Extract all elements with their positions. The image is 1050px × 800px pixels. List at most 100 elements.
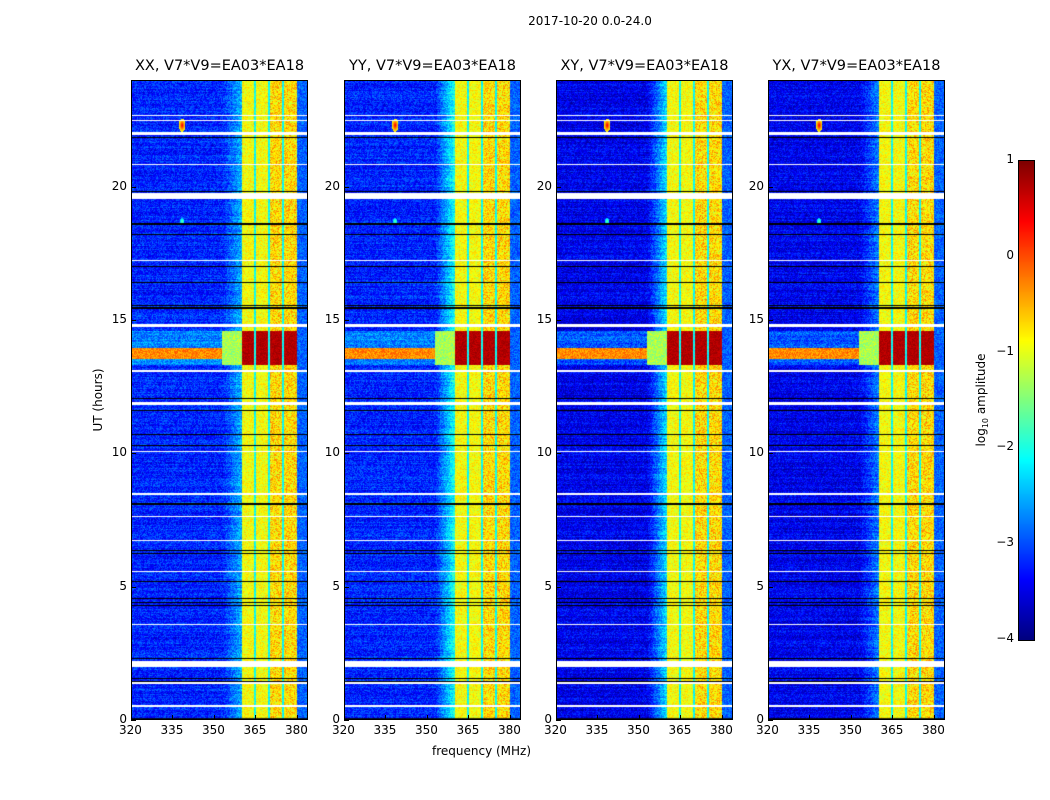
x-tick-mark — [131, 715, 132, 720]
x-tick-label: 380 — [497, 723, 521, 737]
x-tick-mark — [213, 715, 215, 720]
panel-yy: YY, V7*V9=EA03*EA18 320 335 350 365 380 0 5 10 15… — [325, 58, 521, 737]
x-tick-mark — [296, 715, 298, 720]
y-tick-mark — [344, 186, 349, 188]
x-tick-label: 335 — [797, 723, 821, 737]
axes-frame — [131, 80, 308, 720]
panel-yx: YX, V7*V9=EA03*EA18 320 335 350 365 380 0 5 10 15… — [749, 58, 945, 737]
y-tick-label: 5 — [756, 578, 764, 593]
x-tick-label: 350 — [838, 723, 862, 737]
x-tick-label: 380 — [709, 723, 733, 737]
colorbar-tick-label: −1 — [996, 343, 1014, 358]
y-tick-label: 0 — [119, 712, 127, 726]
y-tick-label: 10 — [324, 445, 340, 460]
x-tick-label: 335 — [160, 723, 184, 737]
y-tick-label: 15 — [324, 312, 340, 326]
y-tick-label: 0 — [756, 712, 764, 726]
x-tick-label: 320 — [332, 723, 355, 737]
y-tick-mark — [768, 453, 773, 455]
y-tick-label: 5 — [332, 578, 340, 593]
x-tick-mark — [850, 715, 852, 720]
x-tick-mark — [680, 715, 682, 720]
y-tick-label: 20 — [111, 178, 127, 193]
x-tick-label: 365 — [243, 723, 267, 737]
x-axis-label: frequency (MHz) — [432, 744, 532, 758]
y-tick-label: 20 — [748, 178, 764, 193]
y-tick-mark — [768, 586, 773, 588]
x-tick-mark — [892, 715, 894, 720]
y-tick-mark — [556, 453, 561, 455]
figure-title: 2017-10-20 0.0-24.0 — [528, 14, 652, 28]
panel-title: XY, V7*V9=EA03*EA18 — [560, 58, 729, 74]
y-tick-label: 5 — [544, 578, 552, 593]
x-tick-label: 365 — [880, 723, 904, 737]
y-tick-mark — [344, 320, 349, 321]
y-tick-mark — [344, 453, 349, 455]
colorbar-tick-label: −4 — [996, 631, 1014, 645]
y-tick-mark — [131, 586, 136, 588]
y-tick-label: 20 — [324, 178, 340, 193]
y-tick-label: 15 — [536, 312, 552, 326]
x-tick-mark — [768, 715, 769, 720]
y-tick-mark — [556, 720, 561, 721]
y-tick-label: 15 — [748, 312, 764, 326]
panel-xy: XY, V7*V9=EA03*EA18 320 335 350 365 380 0 5 10 15… — [537, 58, 733, 737]
x-tick-label: 380 — [284, 723, 308, 737]
x-tick-label: 350 — [414, 723, 438, 737]
colorbar-tick-label: 0 — [1006, 247, 1014, 262]
y-tick-mark — [131, 186, 136, 188]
x-tick-mark — [556, 715, 557, 720]
x-tick-mark — [933, 715, 935, 720]
x-tick-label: 380 — [921, 723, 945, 737]
colorbar-tick-label: 1 — [1006, 152, 1014, 166]
x-tick-mark — [385, 715, 387, 720]
x-tick-label: 335 — [373, 723, 397, 737]
y-tick-label: 10 — [536, 445, 552, 460]
waterfall-heatmap — [556, 80, 733, 720]
y-tick-label: 20 — [536, 178, 552, 193]
y-tick-label: 0 — [544, 712, 552, 726]
x-tick-mark — [509, 715, 511, 720]
y-tick-mark — [344, 586, 349, 588]
x-tick-mark — [426, 715, 428, 720]
x-tick-mark — [468, 715, 470, 720]
colorbar — [1018, 160, 1035, 641]
x-tick-mark — [809, 715, 811, 720]
y-axis-label: UT (hours) — [91, 368, 105, 432]
y-tick-mark — [556, 186, 561, 188]
x-tick-label: 365 — [456, 723, 480, 737]
x-tick-label: 350 — [201, 723, 225, 737]
y-tick-mark — [131, 320, 136, 321]
x-tick-mark — [638, 715, 640, 720]
x-tick-label: 335 — [585, 723, 609, 737]
waterfall-heatmap — [768, 80, 945, 720]
y-tick-label: 15 — [111, 312, 127, 326]
x-tick-mark — [344, 715, 345, 720]
y-tick-mark — [556, 586, 561, 588]
y-tick-label: 5 — [119, 578, 127, 593]
x-tick-label: 365 — [668, 723, 692, 737]
panel-title: YY, V7*V9=EA03*EA18 — [349, 58, 516, 74]
axes-frame — [344, 80, 521, 720]
colorbar-label: log10 amplitude — [973, 353, 991, 447]
panel-title: YX, V7*V9=EA03*EA18 — [772, 58, 941, 74]
y-tick-mark — [768, 720, 773, 721]
y-tick-mark — [768, 186, 773, 188]
x-tick-mark — [172, 715, 174, 720]
waterfall-heatmap — [344, 80, 521, 720]
x-tick-mark — [255, 715, 257, 720]
x-tick-label: 320 — [544, 723, 567, 737]
colorbar-tick-label: −3 — [996, 535, 1014, 550]
x-tick-label: 320 — [119, 723, 142, 737]
y-tick-mark — [344, 720, 349, 721]
y-tick-mark — [768, 320, 773, 321]
panel-title: XX, V7*V9=EA03*EA18 — [134, 58, 305, 74]
y-tick-mark — [131, 720, 136, 721]
y-tick-label: 0 — [332, 712, 340, 726]
x-tick-mark — [721, 715, 723, 720]
y-tick-label: 10 — [748, 445, 764, 460]
axes-frame — [768, 80, 945, 720]
panel-xx: XX, V7*V9=EA03*EA18 320 335 350 365 380 0 5 10 15… — [112, 58, 308, 737]
y-tick-label: 10 — [111, 445, 127, 460]
